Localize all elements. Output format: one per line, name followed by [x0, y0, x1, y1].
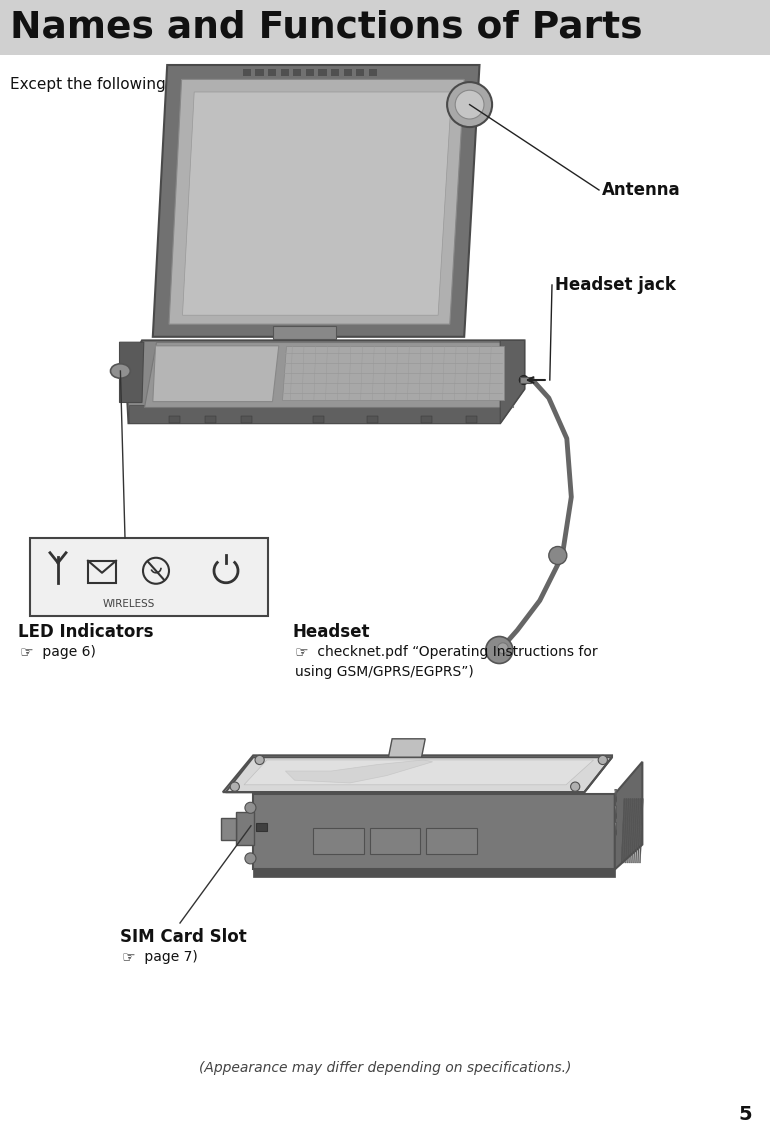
Circle shape	[447, 82, 492, 127]
Polygon shape	[638, 799, 641, 863]
Bar	[293, 69, 301, 75]
Text: Headset jack: Headset jack	[555, 275, 676, 294]
Polygon shape	[221, 818, 236, 840]
Polygon shape	[628, 799, 631, 863]
Bar	[313, 416, 324, 423]
Polygon shape	[253, 794, 614, 870]
Text: Except the followings, refer to the Operating Instructions.: Except the followings, refer to the Oper…	[10, 77, 452, 91]
Polygon shape	[152, 65, 480, 337]
Polygon shape	[634, 799, 638, 863]
Polygon shape	[313, 828, 363, 854]
Bar	[30, 538, 268, 616]
Polygon shape	[244, 760, 594, 785]
Bar	[256, 823, 267, 831]
Polygon shape	[126, 341, 524, 423]
Circle shape	[519, 376, 528, 384]
Polygon shape	[144, 342, 513, 407]
Bar	[357, 69, 364, 75]
Polygon shape	[614, 806, 617, 818]
Text: page 7): page 7)	[140, 950, 198, 964]
Polygon shape	[182, 91, 451, 315]
Polygon shape	[614, 790, 617, 802]
Text: page 6): page 6)	[38, 645, 96, 660]
Text: (Appearance may differ depending on specifications.): (Appearance may differ depending on spec…	[199, 1061, 571, 1076]
Bar	[243, 69, 251, 75]
Polygon shape	[614, 761, 642, 870]
Polygon shape	[631, 799, 635, 863]
Bar	[88, 561, 116, 583]
Bar	[319, 69, 326, 75]
Bar	[331, 69, 339, 75]
Circle shape	[255, 756, 264, 765]
Polygon shape	[253, 870, 614, 877]
Text: 5: 5	[738, 1105, 752, 1125]
Text: Names and Functions of Parts: Names and Functions of Parts	[10, 9, 642, 46]
Polygon shape	[500, 341, 524, 423]
Circle shape	[245, 853, 256, 864]
Bar	[205, 416, 216, 423]
Circle shape	[497, 642, 508, 654]
Text: Antenna: Antenna	[602, 181, 681, 199]
Polygon shape	[427, 828, 477, 854]
Polygon shape	[629, 799, 633, 863]
Circle shape	[455, 90, 484, 119]
Bar	[241, 416, 252, 423]
Polygon shape	[625, 799, 629, 863]
Polygon shape	[621, 799, 625, 863]
Bar	[0, 0, 770, 55]
Text: LED Indicators: LED Indicators	[18, 623, 153, 641]
Polygon shape	[614, 823, 617, 836]
Polygon shape	[129, 406, 500, 423]
Text: ☞: ☞	[295, 645, 309, 660]
Bar	[268, 69, 276, 75]
Bar	[306, 69, 314, 75]
Circle shape	[245, 802, 256, 814]
Polygon shape	[370, 828, 420, 854]
Circle shape	[598, 756, 608, 765]
Bar	[169, 416, 180, 423]
Bar	[421, 416, 432, 423]
Bar	[466, 416, 477, 423]
Bar	[369, 69, 377, 75]
Bar	[367, 416, 378, 423]
Text: ☞: ☞	[122, 950, 136, 965]
Circle shape	[549, 546, 567, 565]
Bar	[280, 69, 289, 75]
Polygon shape	[388, 738, 425, 757]
Text: ☞: ☞	[20, 645, 34, 660]
Bar	[256, 69, 263, 75]
Polygon shape	[639, 799, 643, 863]
Text: using GSM/GPRS/EGPRS”): using GSM/GPRS/EGPRS”)	[295, 665, 474, 679]
Polygon shape	[635, 799, 639, 863]
Text: SIM Card Slot: SIM Card Slot	[120, 928, 246, 946]
Circle shape	[571, 782, 580, 791]
Polygon shape	[273, 326, 336, 338]
Polygon shape	[152, 346, 279, 401]
Ellipse shape	[111, 363, 130, 378]
Bar	[343, 69, 352, 75]
Polygon shape	[520, 377, 531, 383]
Text: checknet.pdf “Operating Instructions for: checknet.pdf “Operating Instructions for	[313, 645, 598, 660]
Polygon shape	[119, 342, 144, 402]
Polygon shape	[282, 346, 504, 400]
Polygon shape	[236, 813, 254, 845]
Polygon shape	[286, 760, 433, 783]
Polygon shape	[623, 799, 627, 863]
Text: WIRELESS: WIRELESS	[103, 599, 156, 609]
Polygon shape	[226, 757, 612, 792]
Polygon shape	[169, 79, 464, 325]
Circle shape	[486, 637, 513, 663]
Text: Headset: Headset	[293, 623, 370, 641]
Circle shape	[230, 782, 239, 791]
